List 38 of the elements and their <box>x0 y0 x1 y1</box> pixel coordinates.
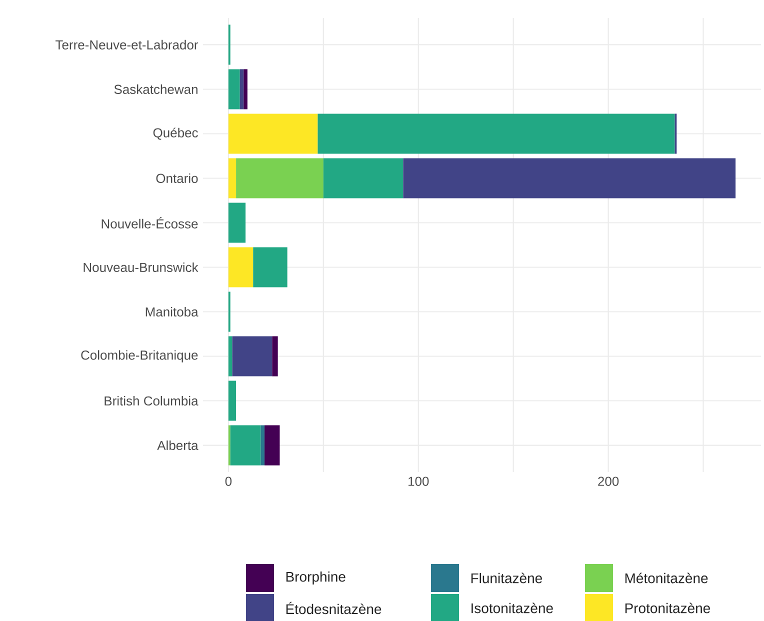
bar <box>228 114 318 154</box>
legend-label: Flunitazène <box>471 572 542 584</box>
legend-label: Brorphine <box>286 571 346 585</box>
bar <box>228 69 240 110</box>
bar <box>228 336 232 376</box>
y-tick-label: Ontario <box>156 173 198 184</box>
bar <box>236 158 324 198</box>
bar <box>232 336 272 376</box>
bar <box>253 247 288 288</box>
bar <box>240 69 244 110</box>
bar <box>228 247 254 288</box>
y-tick-label: British Columbia <box>104 396 198 406</box>
x-tick-label: 200 <box>598 476 619 486</box>
legend-label: Isotonitazène <box>472 602 553 614</box>
y-tick-label: Québec <box>153 128 198 140</box>
bar <box>260 425 265 466</box>
y-tick-label: Colombie-Britanique <box>81 350 198 362</box>
bar <box>228 202 246 243</box>
bar <box>323 158 404 198</box>
y-tick-label: Manitoba <box>146 306 198 317</box>
bar <box>228 380 236 421</box>
x-tick-label: 0 <box>225 476 232 486</box>
legend-label: Métonitazène <box>625 572 708 584</box>
y-tick-label: Terre-Neuve-et-Labrador <box>56 40 198 50</box>
y-tick-label: Saskatchewan <box>114 84 198 94</box>
x-tick-label: 100 <box>408 476 429 486</box>
bar <box>403 158 736 198</box>
y-tick-label: Nouvelle-Écosse <box>102 217 198 228</box>
legend-label: Étodesnitazène <box>286 602 382 614</box>
bar <box>272 336 278 376</box>
bar <box>318 114 675 154</box>
bar <box>228 158 236 198</box>
y-tick-label: Nouveau-Brunswick <box>84 262 198 272</box>
bar <box>244 69 248 110</box>
bar <box>264 425 280 466</box>
y-tick-label: Alberta <box>157 440 198 450</box>
bar <box>230 425 261 466</box>
legend-label: Protonitazène <box>625 602 710 614</box>
